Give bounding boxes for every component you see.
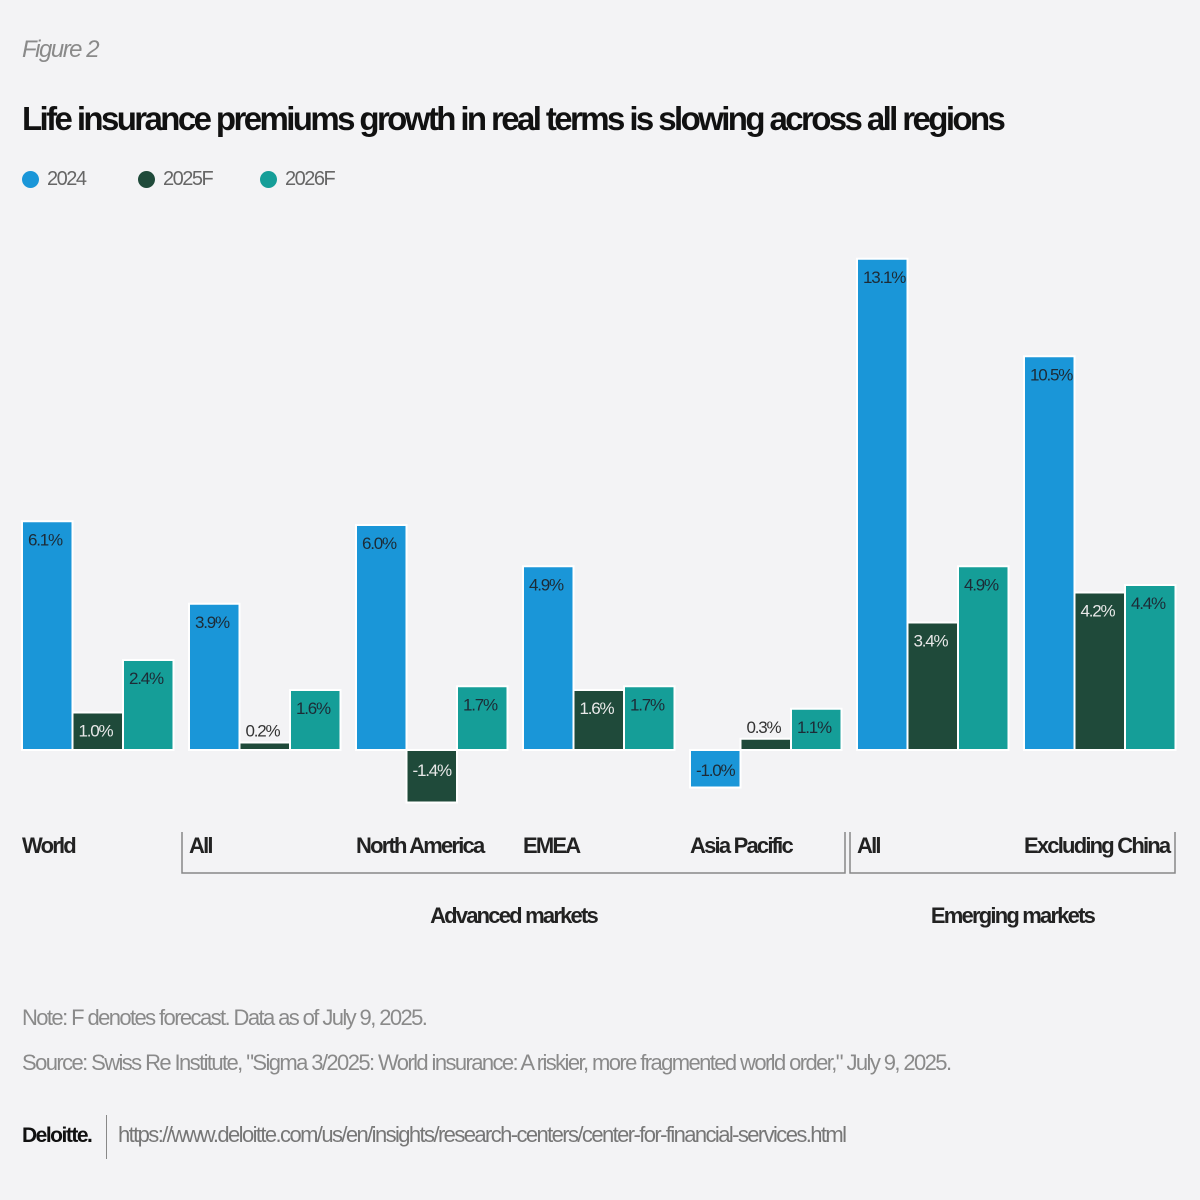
data-label: 0.2% xyxy=(246,722,281,741)
category-label: North America xyxy=(356,833,486,858)
bar xyxy=(739,737,792,751)
legend-label: 2026F xyxy=(285,168,336,190)
note: Note: F denotes forecast. Data as of Jul… xyxy=(22,1005,428,1030)
data-label: 4.4% xyxy=(1131,594,1166,613)
bar xyxy=(238,741,291,751)
data-label: 1.7% xyxy=(463,695,498,714)
data-label: 2.4% xyxy=(129,669,164,688)
divider xyxy=(106,1115,107,1159)
category-label: World xyxy=(22,833,75,858)
category-label: EMEA xyxy=(523,833,581,858)
group-label: Advanced markets xyxy=(430,903,598,928)
data-label: -1.4% xyxy=(413,761,452,780)
data-label: 1.1% xyxy=(797,718,832,737)
data-label: 3.9% xyxy=(195,613,230,632)
legend-swatch xyxy=(138,171,155,188)
data-label: 6.1% xyxy=(28,530,63,549)
category-label: All xyxy=(857,833,880,858)
bar xyxy=(623,685,676,751)
data-label: 10.5% xyxy=(1030,365,1073,384)
bar xyxy=(122,659,175,751)
data-label: 13.1% xyxy=(863,268,906,287)
bar xyxy=(689,749,742,789)
bar xyxy=(21,520,74,751)
bar xyxy=(355,524,408,751)
deloitte-logo: Deloitte. xyxy=(22,1124,93,1147)
legend-item-2024: 2024 xyxy=(22,168,87,191)
bar xyxy=(957,565,1010,751)
group-bracket xyxy=(849,832,1176,874)
bar xyxy=(405,749,458,804)
legend-label: 2024 xyxy=(47,168,87,190)
bar-chart: 6.1% 1.0% 2.4% World 3.9% 0.2% 1.6% All 6.0% -1.4… xyxy=(21,257,1177,928)
data-label: 1.0% xyxy=(79,722,114,741)
category-label: Excluding China xyxy=(1024,833,1172,858)
bar xyxy=(1073,591,1126,751)
legend-label: 2025F xyxy=(163,168,214,190)
data-label: 4.2% xyxy=(1081,602,1116,621)
data-label: 4.9% xyxy=(529,575,564,594)
bar xyxy=(522,565,575,751)
bar xyxy=(572,689,625,751)
data-label: 0.3% xyxy=(747,718,782,737)
bar xyxy=(790,707,843,751)
chart-title: Life insurance premiums growth in real t… xyxy=(22,100,1006,137)
data-label: 4.9% xyxy=(964,575,999,594)
group-bracket xyxy=(181,832,846,874)
data-label: -1.0% xyxy=(696,761,735,780)
figure-label: Figure 2 xyxy=(22,36,100,63)
legend-swatch xyxy=(260,171,277,188)
bar xyxy=(456,685,509,751)
data-label: 6.0% xyxy=(362,534,397,553)
bar xyxy=(906,621,959,751)
bar xyxy=(856,257,909,751)
source-url[interactable]: https://www.deloitte.com/us/en/insights/… xyxy=(118,1122,847,1147)
category-label: Asia Pacific xyxy=(690,833,793,858)
category-label: All xyxy=(189,833,212,858)
data-label: 1.7% xyxy=(630,695,665,714)
data-label: 1.6% xyxy=(580,699,615,718)
legend-item-2026f: 2026F xyxy=(260,168,336,191)
bar xyxy=(1023,355,1076,751)
data-label: 3.4% xyxy=(914,632,949,651)
group-label: Emerging markets xyxy=(931,903,1096,928)
legend-item-2025f: 2025F xyxy=(138,168,214,191)
data-label: 1.6% xyxy=(296,699,331,718)
bar xyxy=(71,711,124,751)
legend-swatch xyxy=(22,171,39,188)
bar xyxy=(1124,584,1177,751)
source: Source: Swiss Re Institute, "Sigma 3/202… xyxy=(22,1050,952,1075)
bar xyxy=(289,689,342,751)
bar xyxy=(188,602,241,751)
